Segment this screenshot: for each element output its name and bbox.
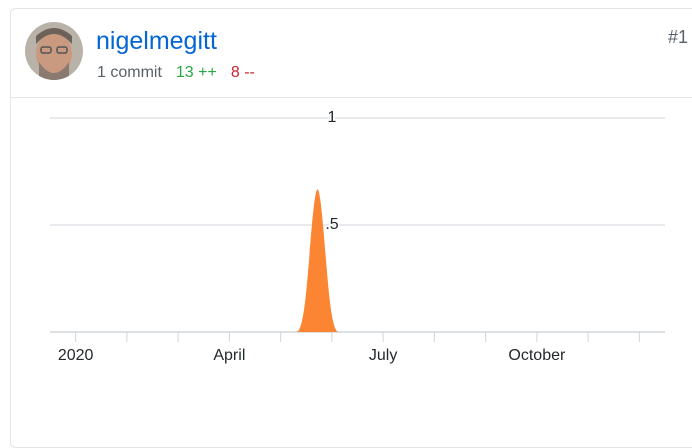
x-tick-label: April	[213, 347, 245, 364]
x-tick-label: 2020	[58, 347, 94, 364]
y-tick-label: .5	[325, 216, 338, 233]
area	[294, 189, 341, 332]
x-tick-label: July	[369, 347, 397, 364]
page: {"header": {"username": "nigelmegitt", "…	[0, 0, 692, 426]
chart: .5 1 2020 April July October	[0, 0, 692, 426]
x-tick-label: October	[508, 347, 566, 364]
y-tick-label: 1	[328, 109, 337, 126]
